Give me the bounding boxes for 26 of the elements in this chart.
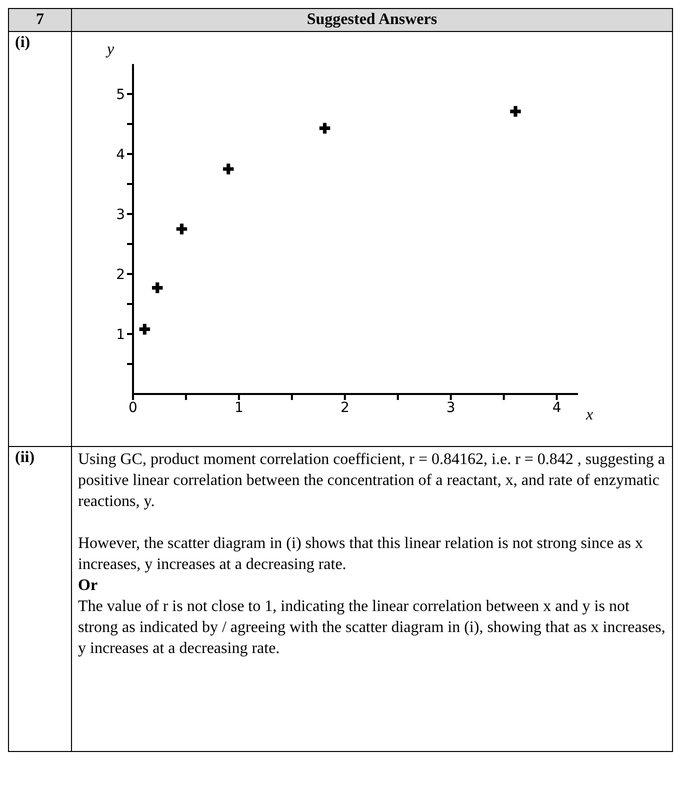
chart-title: Suggested Answers — [72, 8, 672, 32]
text: Using GC, product moment correlation coefficient, r = 0.84162, i.e. r = 0.842 , suggesting a positive linear correlation between the concentration of a reactant, x, and rate of enzymatic reactions, y. — [78, 450, 666, 512]
x-tick-label: 1 — [234, 400, 244, 416]
text: However, the scatter diagram in (i) shows that this linear relation is not strong since as x increases, y increases at a decreasing rate. — [78, 534, 644, 575]
text: Or — [78, 576, 99, 596]
y-tick-label: 2 — [116, 266, 125, 283]
y-tick-label: 3 — [116, 206, 125, 223]
x-axis-title: x — [585, 406, 594, 424]
x-tick-label: 0 — [128, 400, 138, 416]
y-tick-label: 4 — [116, 146, 126, 163]
text: The value of r is not close to 1, indicating the linear correlation between x and y is not strong as indicated by / agreeing with the scatter diagram in (i), showing that as x increases, y increases at a decreasing rate. — [78, 597, 666, 659]
point — [222, 164, 234, 174]
x-tick-label: 3 — [446, 400, 456, 416]
x-tick-label: 4 — [552, 400, 562, 416]
point — [139, 324, 150, 335]
text: 7 — [8, 8, 72, 32]
y-tick-label: 5 — [116, 86, 125, 103]
point — [152, 282, 163, 294]
y-axis-title: y — [104, 41, 115, 58]
point — [319, 122, 330, 134]
point — [176, 224, 188, 234]
x-tick-label: 2 — [340, 400, 350, 416]
text: (ii) — [8, 446, 72, 752]
point — [510, 106, 521, 117]
y-tick-label: 1 — [116, 326, 125, 343]
text: (i) — [8, 32, 72, 446]
